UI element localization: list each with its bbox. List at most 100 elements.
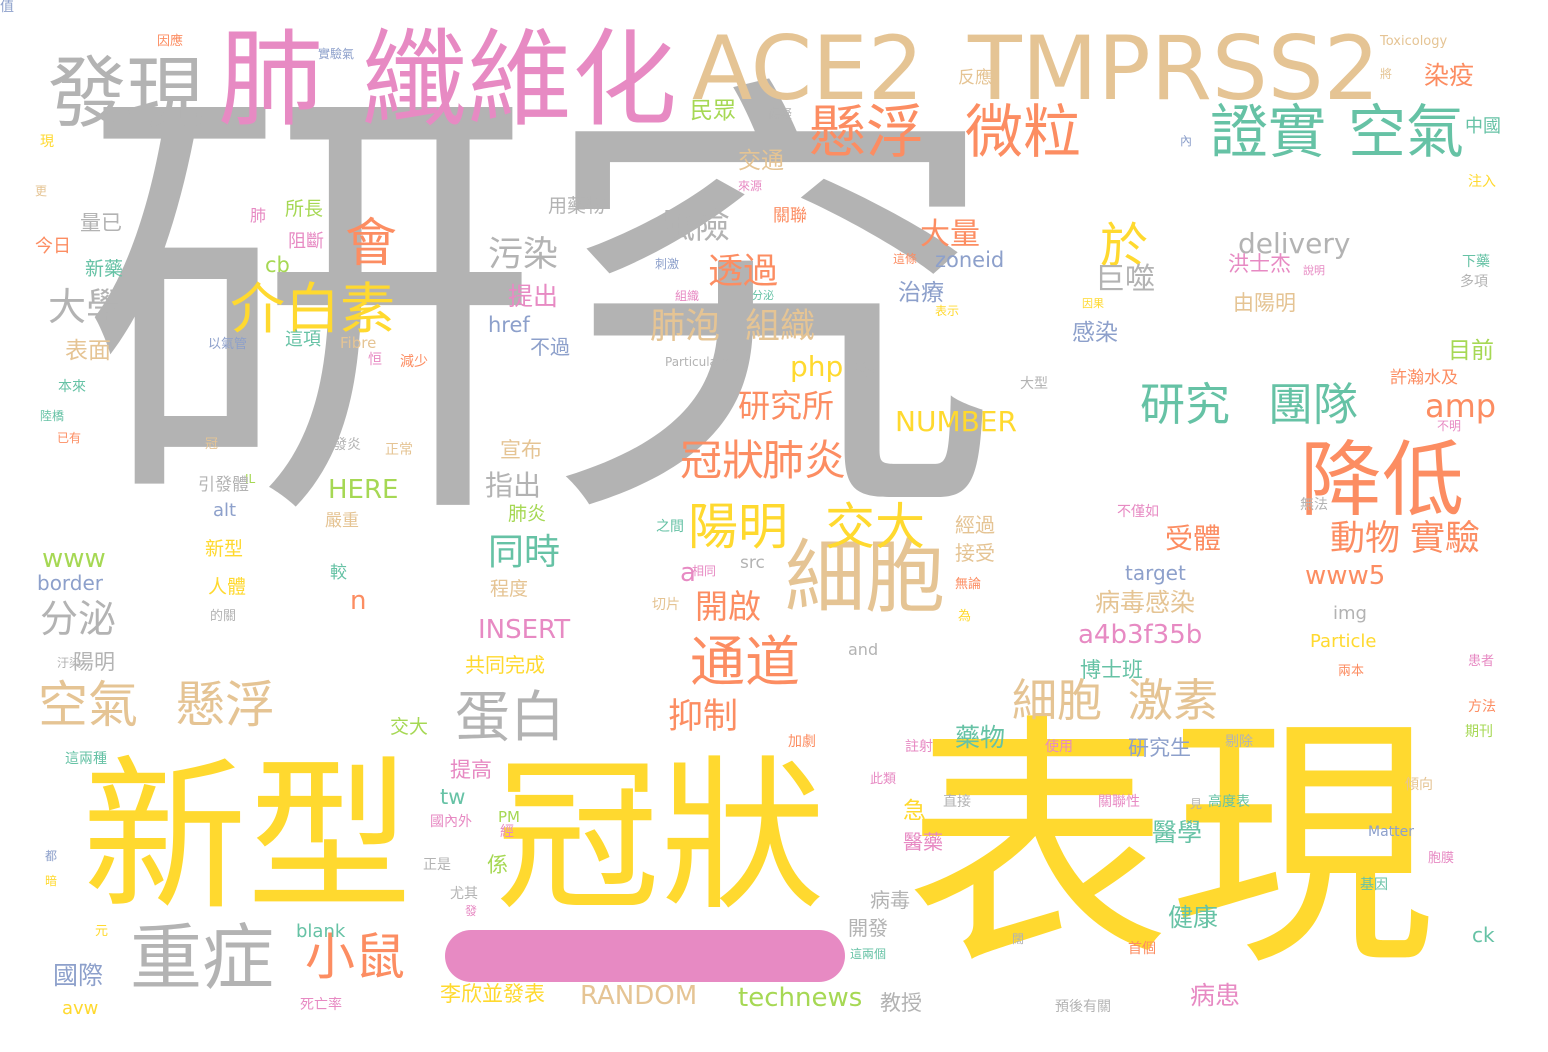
word-88: 不過 <box>530 335 570 359</box>
word-97: 醫學 <box>1152 818 1203 847</box>
word-45: 大量 <box>920 217 980 252</box>
word-187: 兩本 <box>1338 664 1365 679</box>
word-33: 動物 <box>1330 519 1401 559</box>
word-96: 研究生 <box>1128 736 1191 760</box>
word-12: 空氣 <box>1348 98 1465 166</box>
word-8: TMPRSS2 <box>968 17 1380 120</box>
word-191: 恒 <box>368 352 382 368</box>
word-144: 發炎 <box>333 437 361 453</box>
word-39: 肺泡 <box>650 307 721 347</box>
word-160: 分泌 <box>752 289 774 302</box>
word-165: 無論 <box>955 577 982 592</box>
word-104: 提高 <box>450 758 492 782</box>
word-50: RANDOM <box>580 981 698 1011</box>
word-79: PM <box>498 808 520 826</box>
word-124: 由陽明 <box>1233 291 1296 315</box>
word-201: 發 <box>465 904 478 918</box>
word-129: 中國 <box>1465 116 1501 137</box>
word-128: 反應 <box>958 68 992 88</box>
word-106: 醫藥 <box>903 830 943 854</box>
word-58: href <box>488 313 530 337</box>
word-31: 於 <box>1100 218 1149 274</box>
word-29: 肺炎 <box>762 436 847 485</box>
word-108: 病毒 <box>870 888 910 912</box>
word-161: 大型 <box>1020 376 1048 392</box>
word-162: 因果 <box>1082 297 1104 310</box>
word-32: 同時 <box>488 532 561 573</box>
word-44: 分泌 <box>40 597 117 641</box>
word-130: 注入 <box>1468 174 1496 190</box>
word-7: ACE2 <box>692 17 924 120</box>
word-172: 使用 <box>1045 739 1073 755</box>
word-14: 細胞 <box>785 531 945 624</box>
word-125: 經過 <box>955 513 995 537</box>
word-142: 無法 <box>1300 497 1328 513</box>
word-70: and <box>848 640 879 659</box>
word-190: 較 <box>330 563 347 583</box>
word-169: 直接 <box>943 794 971 810</box>
word-134: 方法 <box>1468 699 1496 715</box>
word-132: 多項 <box>1460 274 1488 290</box>
word-9: 懸浮 <box>808 98 925 166</box>
word-193: 內 <box>1180 134 1193 148</box>
pink-bar <box>445 930 845 982</box>
word-47: amp <box>1425 387 1497 425</box>
word-87: 提出 <box>508 282 559 311</box>
word-199: 經 <box>500 824 514 840</box>
word-26: 細胞 <box>1012 674 1103 727</box>
word-155: 關聯 <box>773 206 807 226</box>
word-19: 蛋白 <box>455 685 566 749</box>
word-170: 註射 <box>905 739 933 755</box>
word-15: 重症 <box>130 916 275 1000</box>
word-4: 纖維化 <box>362 19 678 141</box>
word-175: 尤其 <box>450 886 478 902</box>
word-69: img <box>1333 603 1367 624</box>
word-64: tw <box>440 785 466 809</box>
word-91: 肺炎 <box>508 503 547 525</box>
word-77: Toxicology <box>1380 34 1448 49</box>
word-177: 這兩種 <box>65 751 107 767</box>
word-146: 冠 <box>205 437 219 452</box>
word-1: 表現 <box>905 693 1435 1001</box>
word-60: target <box>1125 561 1186 585</box>
word-152: 實驗氣 <box>318 47 355 61</box>
word-179: 都 <box>45 849 58 863</box>
word-52: INSERT <box>478 615 571 645</box>
word-66: n <box>350 586 367 616</box>
word-43: 大學 <box>48 285 125 329</box>
word-24: 研究 <box>1140 378 1231 431</box>
word-122: 量已 <box>80 211 122 235</box>
word-98: 健康 <box>1168 903 1219 932</box>
word-119: 嚴重 <box>325 511 359 531</box>
word-120: 程度 <box>490 578 529 600</box>
word-59: zoneid <box>935 248 1005 272</box>
word-67: a <box>680 558 696 588</box>
word-30: 會 <box>345 214 398 274</box>
word-189: 元 <box>95 924 109 939</box>
word-182: 死亡率 <box>300 997 342 1013</box>
word-137: 引發體 <box>198 475 249 495</box>
word-17: 空氣 <box>38 676 138 734</box>
word-81: 民眾 <box>690 98 736 124</box>
word-185: 胞膜 <box>1428 851 1455 866</box>
word-110: 新藥 <box>85 258 124 280</box>
word-178: 汙染 <box>57 656 82 670</box>
word-57: php <box>790 350 844 383</box>
word-73: Particle <box>1310 631 1377 652</box>
word-78: IL <box>245 472 256 486</box>
word-51: technews <box>738 983 863 1013</box>
word-27: 激素 <box>1128 674 1219 727</box>
word-40: 組織 <box>745 307 816 347</box>
word-121: 共同完成 <box>465 653 545 677</box>
word-198: 為 <box>958 609 972 624</box>
word-68: src <box>740 553 765 573</box>
word-80: 染疫 <box>1424 61 1475 90</box>
word-181: 這兩個 <box>850 947 887 961</box>
word-186: 患者 <box>1468 654 1495 669</box>
word-116: 陽明 <box>73 650 115 674</box>
word-6: 發現 <box>48 49 205 139</box>
word-194: 將 <box>1380 67 1393 81</box>
word-196: 闊 <box>1012 932 1025 946</box>
word-56: www <box>42 544 106 574</box>
word-102: 國際 <box>53 961 104 990</box>
